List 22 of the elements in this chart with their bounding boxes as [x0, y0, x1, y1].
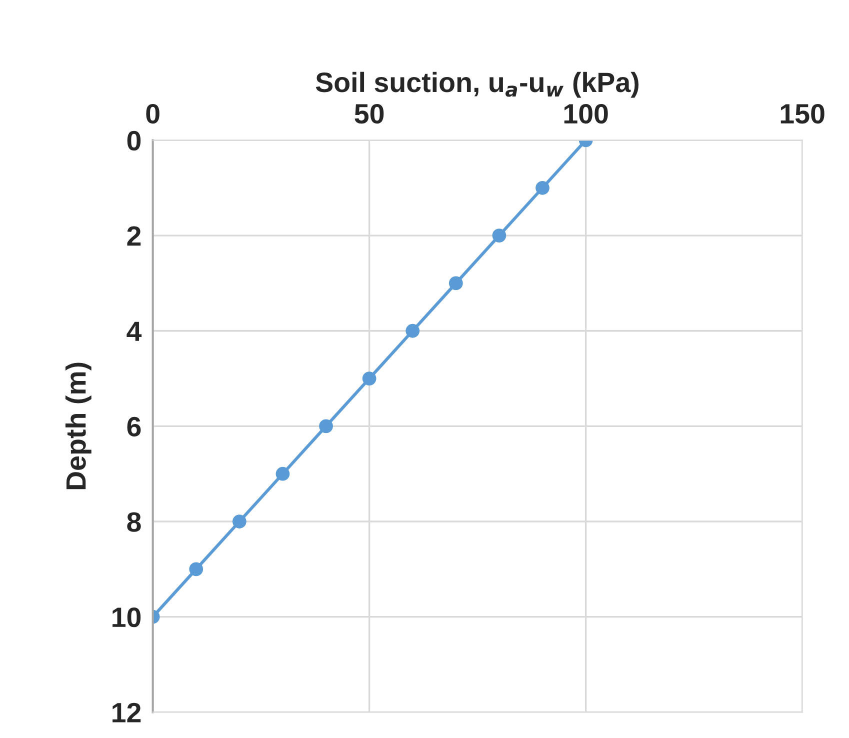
y-tick-label: 6 [127, 416, 141, 437]
point [319, 419, 333, 434]
y-tick-label: 0 [127, 130, 141, 151]
point [448, 276, 463, 290]
point [232, 514, 246, 528]
x-axis-title: Soil suction, u$_{a}$-u$_{w}$ (kPa) [316, 72, 638, 98]
y-tick-label: 4 [126, 322, 142, 341]
y-tick-label: 8 [127, 512, 141, 532]
point [189, 562, 204, 576]
point [492, 228, 506, 242]
x-tick-label: 100 [564, 104, 608, 124]
y-tick-label: 10 [112, 608, 141, 628]
x-tick-label: 0 [146, 104, 160, 124]
x-tick-label: 50 [354, 104, 384, 124]
y-tick-label: 2 [127, 226, 141, 246]
point [536, 180, 550, 195]
point [276, 466, 290, 481]
point [406, 324, 420, 338]
x-tick-label: 150 [780, 104, 824, 124]
point [362, 372, 376, 386]
y-axis-title: Depth (m) [65, 362, 92, 490]
y-tick-label: 12 [112, 702, 141, 722]
